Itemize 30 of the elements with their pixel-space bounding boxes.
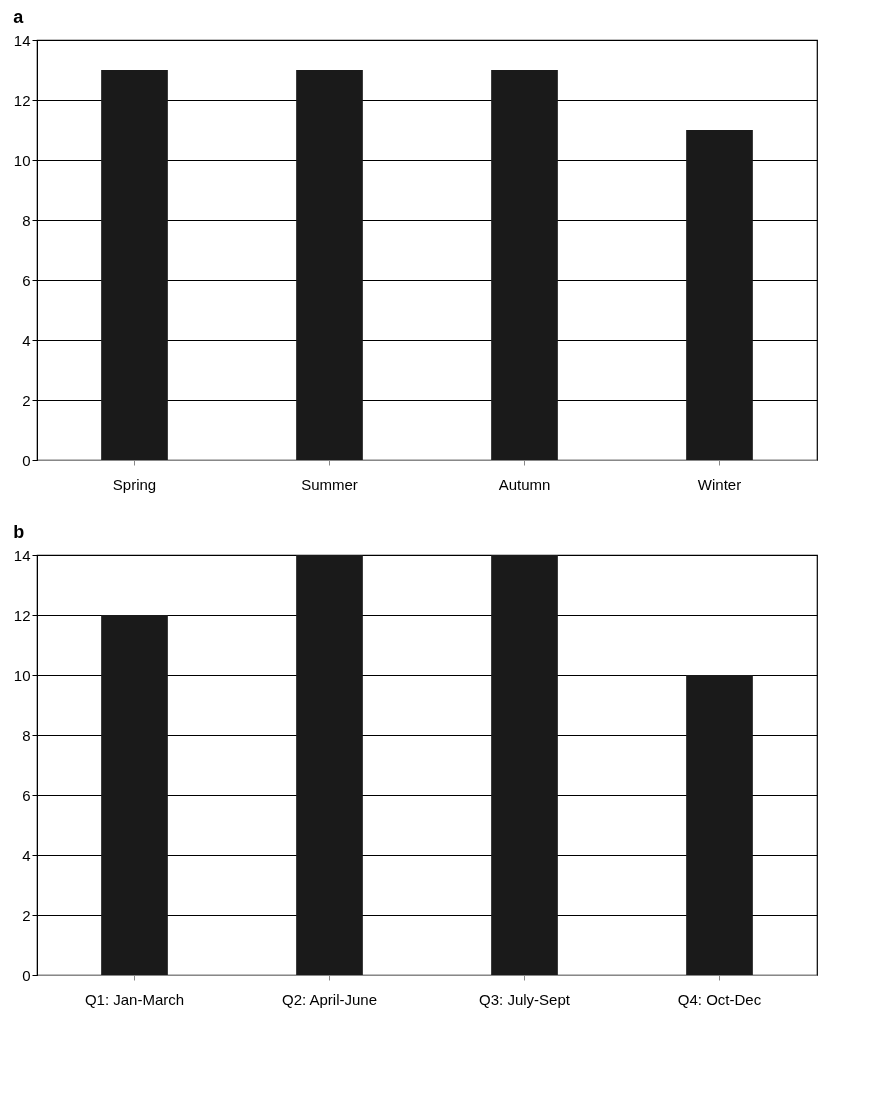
y-tick-label: 0 — [22, 451, 31, 469]
y-tick-label: 0 — [22, 966, 31, 984]
x-tick-label: Spring — [112, 475, 157, 493]
y-tick-label: 2 — [22, 391, 31, 409]
y-tick-label: 10 — [13, 666, 31, 684]
y-tick-label: 8 — [22, 211, 31, 229]
x-tick-label: Winter — [697, 475, 742, 493]
y-tick-label: 12 — [13, 606, 31, 624]
y-tick-label: 10 — [13, 151, 31, 169]
y-tick-label: 6 — [22, 271, 31, 289]
bar — [491, 555, 558, 975]
x-tick-label: Q3: July-Sept — [479, 990, 571, 1008]
x-tick-label: Q4: Oct-Dec — [677, 990, 762, 1008]
chart-title: a — [13, 7, 25, 27]
bar — [686, 675, 753, 975]
x-tick-label: Autumn — [498, 475, 551, 493]
y-tick-label: 12 — [13, 91, 31, 109]
y-tick-label: 2 — [22, 906, 31, 924]
y-tick-label: 14 — [13, 31, 31, 49]
y-tick-label: 4 — [22, 331, 31, 349]
chart-title: b — [13, 522, 25, 542]
bar — [296, 555, 363, 975]
y-tick-label: 8 — [22, 726, 31, 744]
y-tick-label: 14 — [13, 546, 31, 564]
y-tick-label: 4 — [22, 846, 31, 864]
x-tick-label: Summer — [301, 475, 358, 493]
x-tick-label: Q1: Jan-March — [84, 990, 185, 1008]
y-tick-label: 6 — [22, 786, 31, 804]
x-tick-label: Q2: April-June — [281, 990, 378, 1008]
bar — [101, 615, 168, 975]
